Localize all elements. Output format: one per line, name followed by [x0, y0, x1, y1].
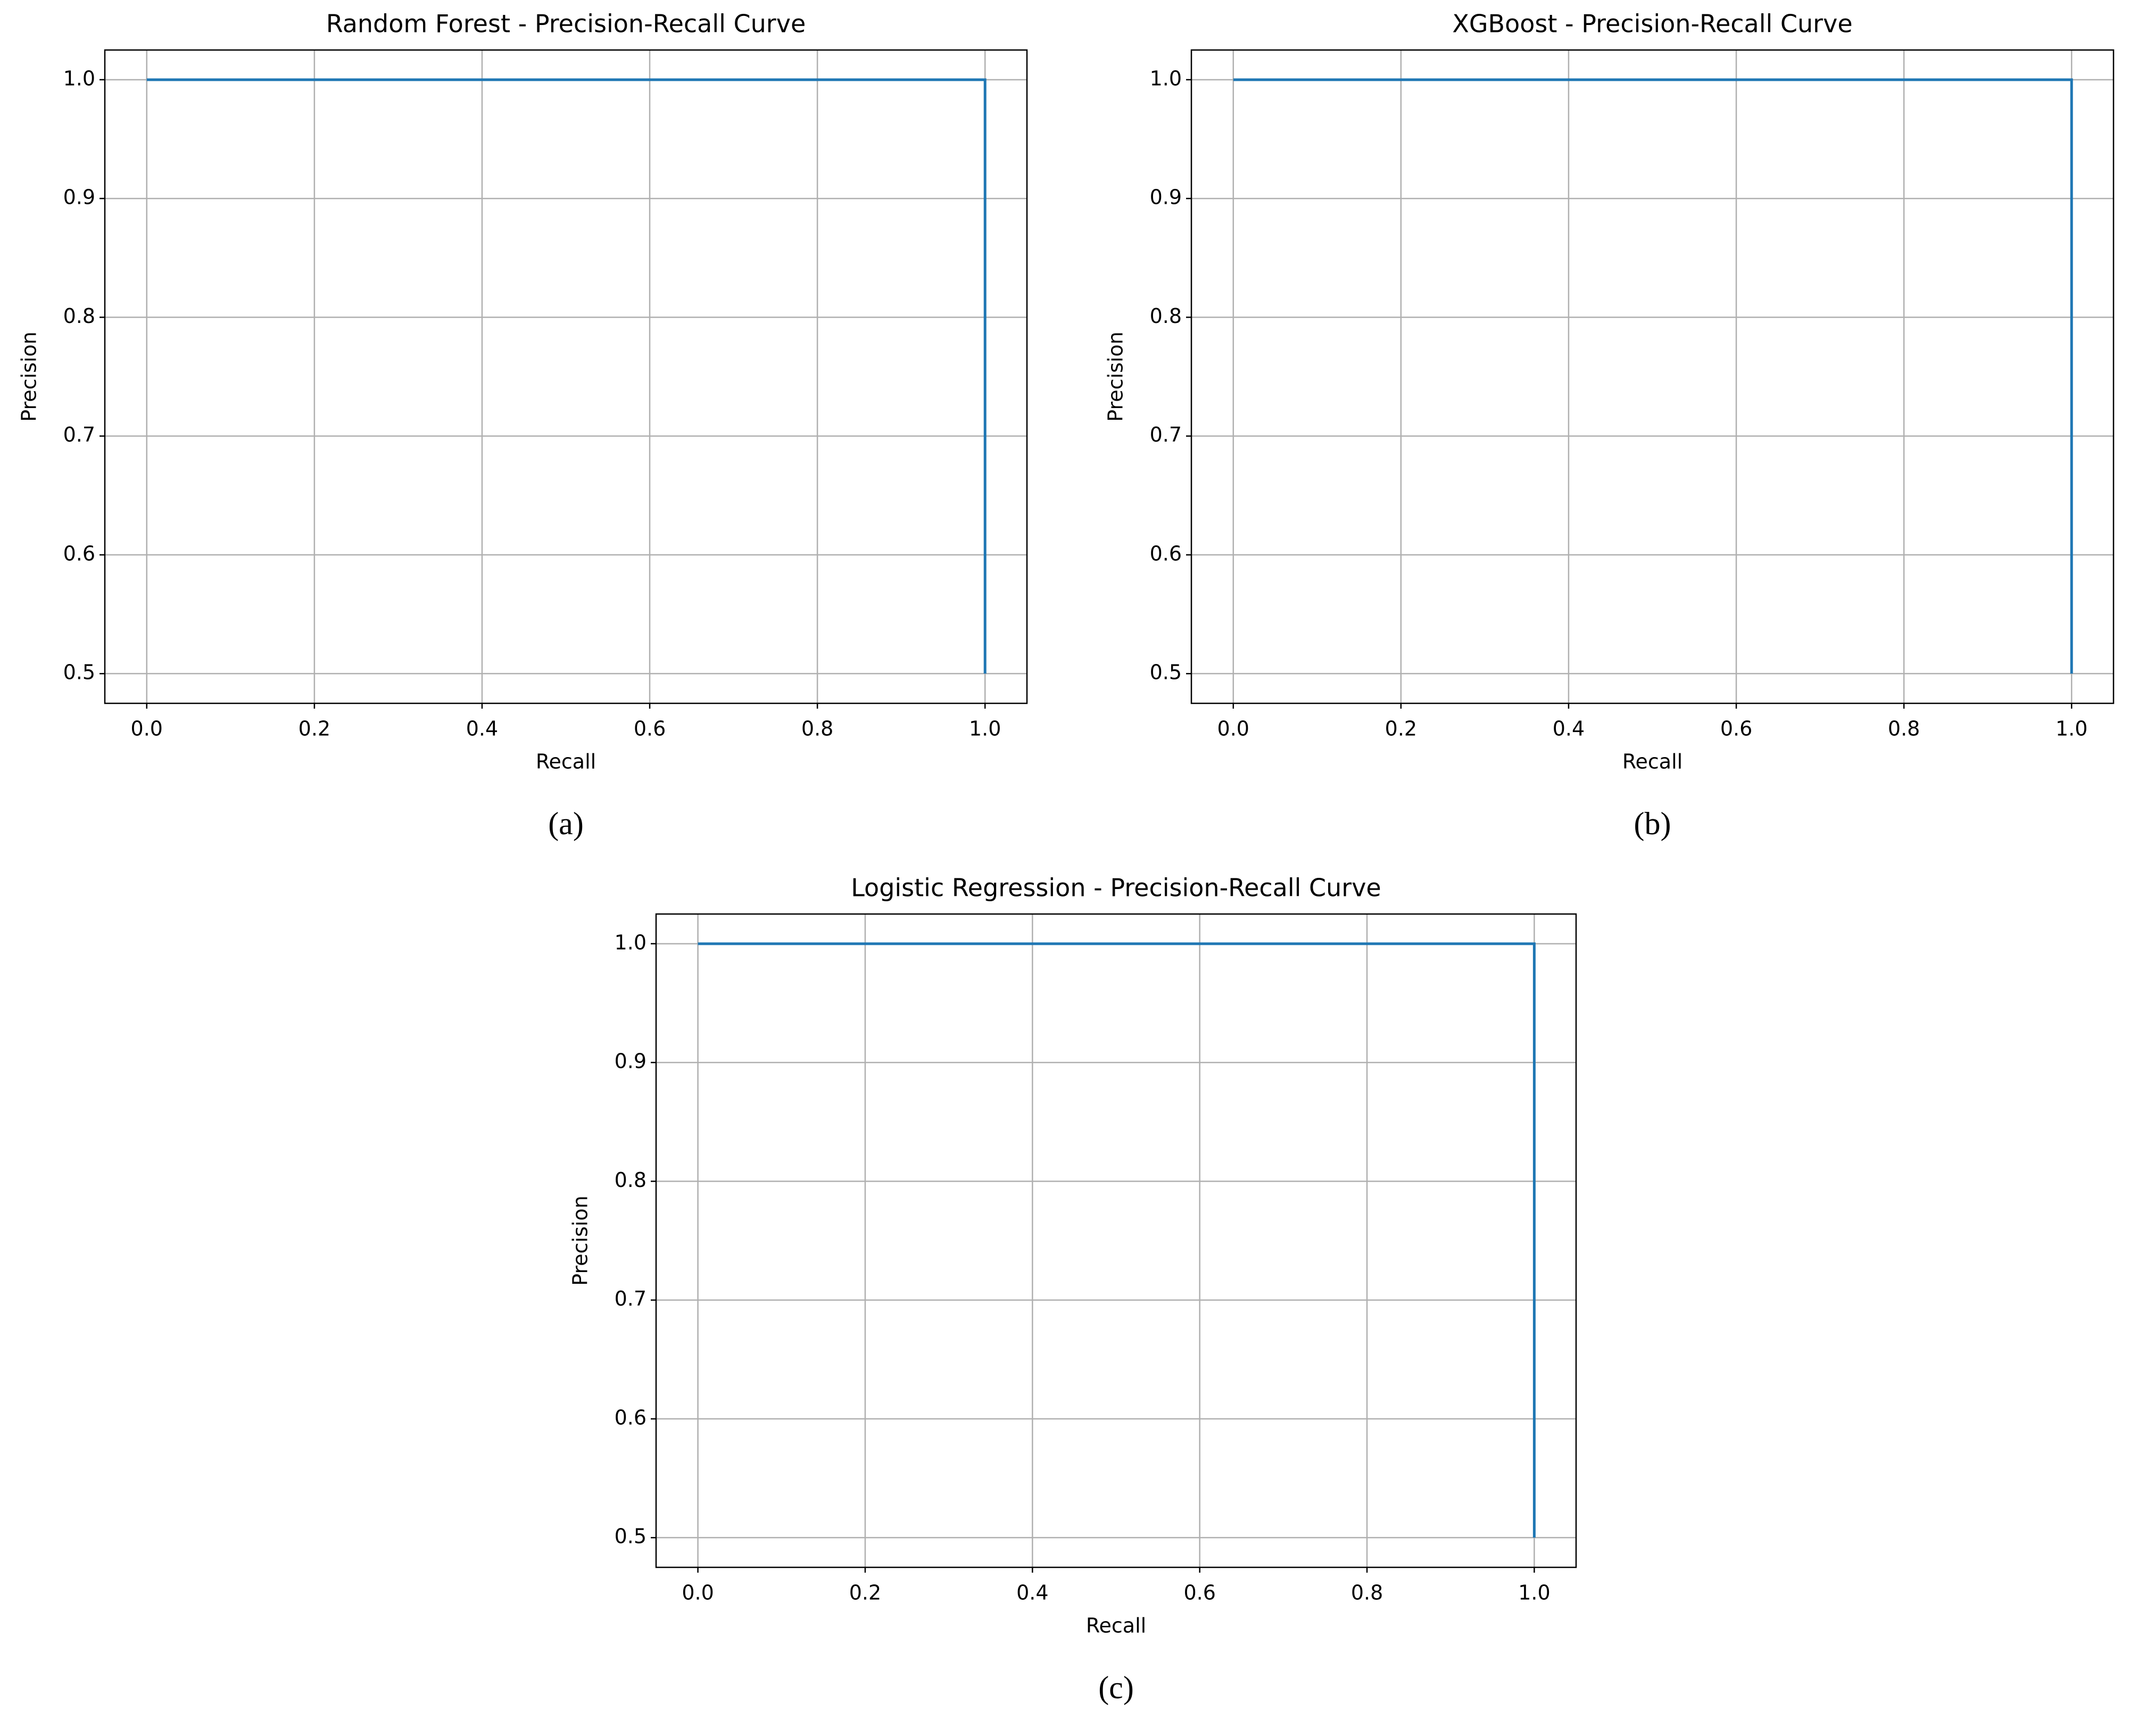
x-axis-label: Recall	[1086, 1614, 1146, 1638]
y-axis-label: Precision	[18, 331, 41, 422]
x-tick-label: 0.8	[1888, 717, 1920, 741]
x-axis-label: Recall	[536, 750, 596, 774]
x-tick-label: 0.0	[1217, 717, 1249, 741]
panel-label: (a)	[548, 806, 584, 841]
y-tick-label: 0.8	[615, 1168, 647, 1192]
y-tick-label: 0.9	[1150, 186, 1182, 209]
x-tick-label: 0.4	[1553, 717, 1585, 741]
pr-curve	[146, 78, 987, 674]
y-tick-label: 0.6	[63, 542, 95, 565]
x-tick-label: 0.6	[1720, 717, 1752, 741]
y-tick-label: 1.0	[1150, 67, 1182, 90]
x-tick-label: 0.0	[131, 717, 163, 741]
y-tick-label: 0.5	[1150, 661, 1182, 684]
y-tick-label: 0.8	[1150, 304, 1182, 328]
y-tick-label: 0.7	[1150, 423, 1182, 446]
x-tick-label: 1.0	[2056, 717, 2087, 741]
y-tick-label: 0.8	[63, 304, 95, 328]
y-tick-label: 0.7	[615, 1287, 647, 1310]
y-tick-label: 0.6	[615, 1406, 647, 1429]
chart-title: XGBoost - Precision-Recall Curve	[1452, 10, 1852, 38]
panel-label: (c)	[1098, 1670, 1134, 1705]
axes-frame	[104, 49, 1028, 704]
y-tick-label: 0.7	[63, 423, 95, 446]
y-axis-label: Precision	[569, 1195, 592, 1286]
y-tick-label: 0.5	[63, 661, 95, 684]
x-tick-label: 0.2	[849, 1581, 881, 1605]
x-tick-label: 0.8	[801, 717, 833, 741]
x-axis-label: Recall	[1622, 750, 1683, 774]
panel-label: (b)	[1634, 806, 1671, 841]
x-tick-label: 0.2	[299, 717, 330, 741]
y-tick-label: 0.6	[1150, 542, 1182, 565]
x-tick-label: 1.0	[1518, 1581, 1550, 1605]
y-tick-label: 0.9	[615, 1050, 647, 1073]
x-tick-label: 0.4	[1016, 1581, 1048, 1605]
axes-frame	[1190, 49, 2115, 704]
x-tick-label: 0.6	[1183, 1581, 1215, 1605]
x-tick-label: 0.2	[1385, 717, 1417, 741]
chart-title: Logistic Regression - Precision-Recall C…	[851, 874, 1381, 902]
chart-title: Random Forest - Precision-Recall Curve	[326, 10, 806, 38]
y-tick-label: 0.5	[615, 1525, 647, 1548]
pr-curve	[1233, 78, 2073, 674]
x-tick-label: 0.6	[634, 717, 666, 741]
y-tick-label: 1.0	[615, 931, 647, 954]
y-axis-label: Precision	[1104, 331, 1128, 422]
x-tick-label: 1.0	[969, 717, 1001, 741]
x-tick-label: 0.0	[682, 1581, 714, 1605]
x-tick-label: 0.4	[466, 717, 498, 741]
y-tick-label: 0.9	[63, 186, 95, 209]
x-tick-label: 0.8	[1351, 1581, 1383, 1605]
axes-frame	[655, 913, 1577, 1568]
pr-curve	[698, 942, 1536, 1538]
y-tick-label: 1.0	[63, 67, 95, 90]
